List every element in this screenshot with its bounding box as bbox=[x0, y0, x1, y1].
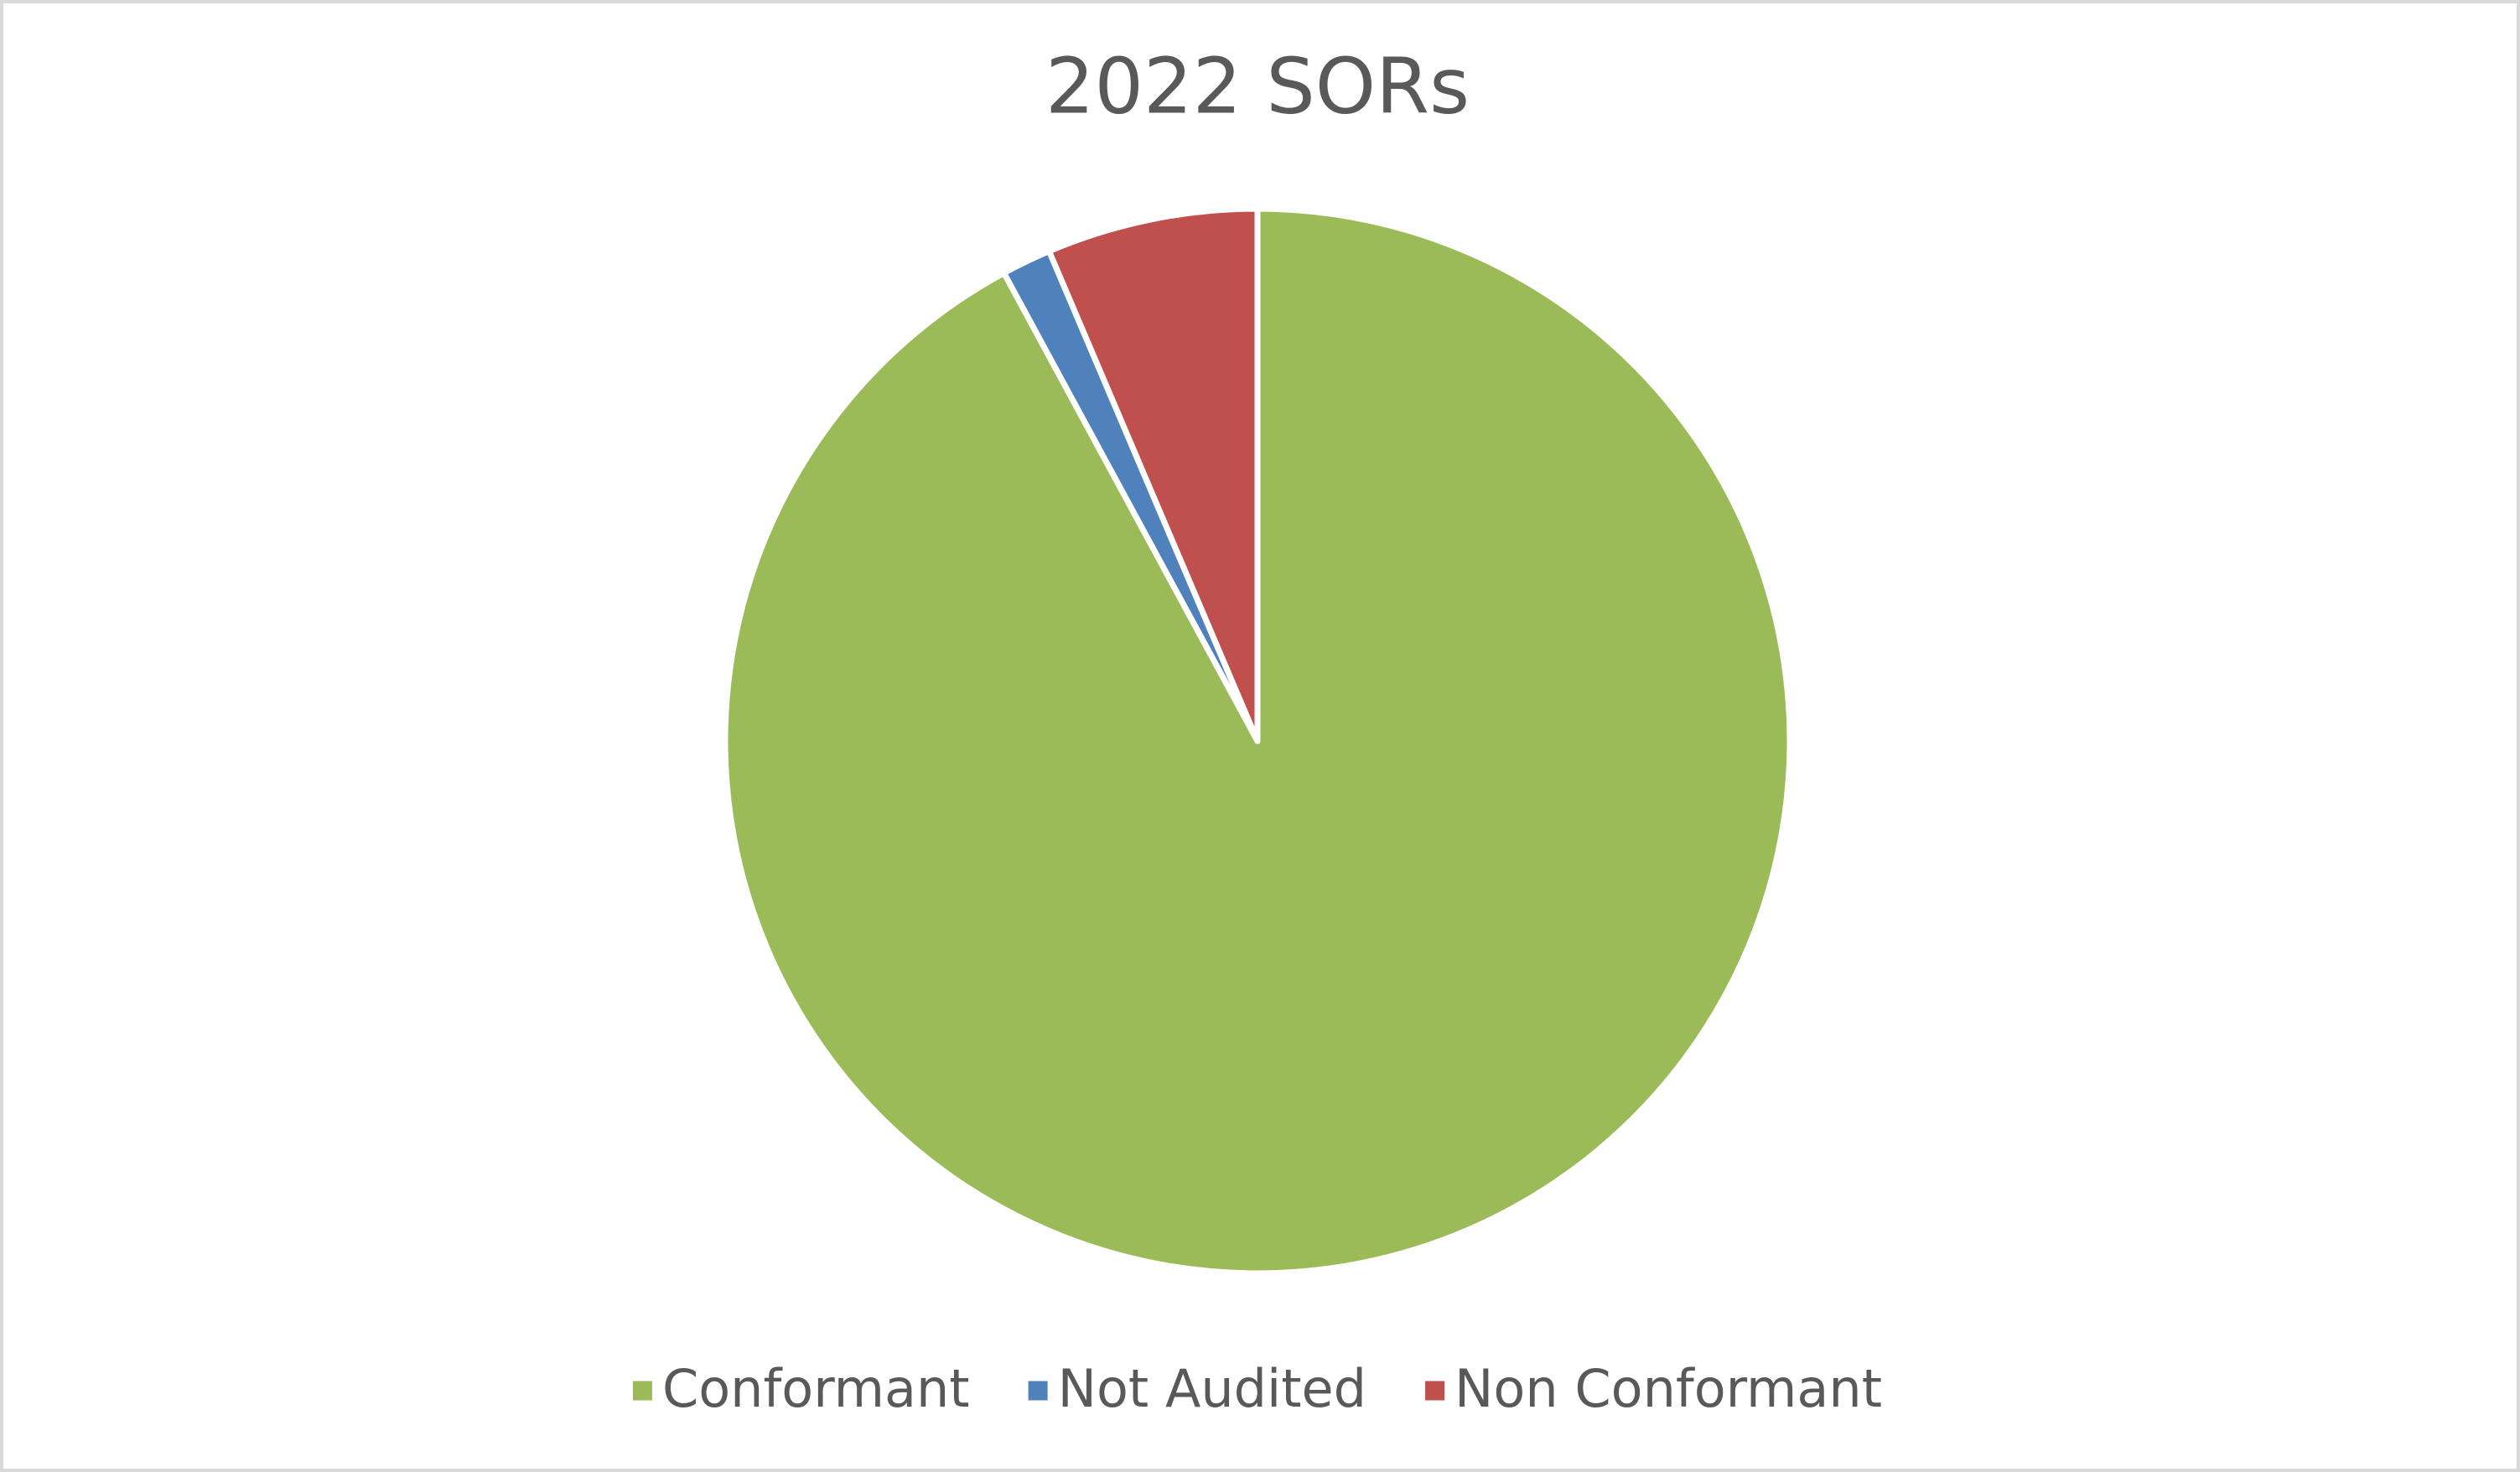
legend-label: Not Audited bbox=[1058, 1358, 1366, 1419]
chart-title: 2022 SORs bbox=[1045, 41, 1470, 131]
legend-label: Non Conformant bbox=[1454, 1358, 1882, 1419]
legend-marker bbox=[1425, 1381, 1445, 1401]
legend-marker bbox=[1028, 1381, 1048, 1401]
legend-marker bbox=[632, 1381, 652, 1401]
legend-label: Conformant bbox=[662, 1358, 970, 1419]
pie-slice bbox=[1045, 205, 1261, 744]
